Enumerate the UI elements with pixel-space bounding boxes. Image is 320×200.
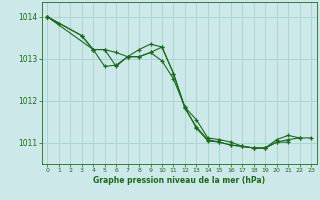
X-axis label: Graphe pression niveau de la mer (hPa): Graphe pression niveau de la mer (hPa) (93, 176, 265, 185)
